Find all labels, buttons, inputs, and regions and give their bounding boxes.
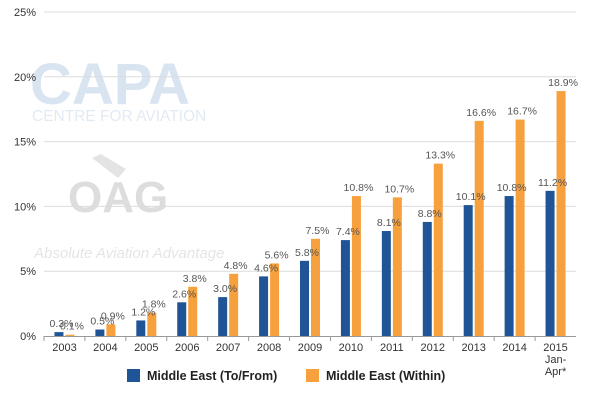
bar-to-from <box>422 221 432 336</box>
y-tick-label: 15% <box>14 137 36 149</box>
y-tick-label: 0% <box>20 331 36 343</box>
data-label-within: 0.9% <box>101 310 125 322</box>
data-label-within: 5.6% <box>265 249 289 261</box>
bar-to-from <box>177 302 187 336</box>
data-label-within: 16.7% <box>507 106 537 118</box>
data-label-to-from: 10.1% <box>456 191 486 203</box>
data-label-within: 1.8% <box>142 299 166 311</box>
bars <box>54 91 566 337</box>
oag-swoosh-icon <box>92 154 126 178</box>
bar-within <box>311 238 320 336</box>
x-tick-label: 2014 <box>502 342 526 354</box>
x-axis: 2003 2004 2005 2006 2007 2008 2009 2010 2011 2012… <box>43 336 576 378</box>
x-tick-label: 2007 <box>216 342 240 354</box>
bar-to-from <box>545 190 555 336</box>
x-tick-label: 2013 <box>461 342 485 354</box>
legend-label-within: Middle East (Within) <box>326 369 445 383</box>
bar-to-from <box>340 240 350 336</box>
legend-label-to-from: Middle East (To/From) <box>147 369 277 383</box>
data-label-to-from: 4.6% <box>254 262 278 274</box>
data-label-to-from: 0.5% <box>90 316 114 328</box>
legend-swatch-to-from <box>127 369 140 382</box>
legend-swatch-within <box>306 369 319 382</box>
data-label-within: 3.8% <box>183 273 207 285</box>
y-tick-label: 5% <box>20 266 36 278</box>
data-label-within: 10.8% <box>344 182 374 194</box>
capa-subtitle: CENTRE FOR AVIATION <box>32 108 206 125</box>
bar-within <box>65 334 75 336</box>
x-tick-label: 2009 <box>298 342 322 354</box>
data-label-to-from: 5.8% <box>295 247 319 259</box>
bar-to-from <box>259 276 269 336</box>
bar-to-from <box>300 260 309 336</box>
bar-within <box>351 196 361 336</box>
bar-to-from <box>95 329 105 336</box>
y-tick-label: 10% <box>14 201 36 213</box>
bar-within <box>229 273 239 336</box>
x-tick-label: 2004 <box>93 342 117 354</box>
bar-within <box>270 263 280 336</box>
data-label-to-from: 7.4% <box>336 226 360 238</box>
data-label-within: 18.9% <box>548 77 578 89</box>
bar-within <box>147 312 157 336</box>
bar-to-from <box>218 297 228 336</box>
data-label-within: 13.3% <box>425 150 455 162</box>
data-label-to-from: 1.2% <box>131 306 155 318</box>
data-label-within: 10.7% <box>384 183 414 195</box>
x-tick-label: 2012 <box>421 342 445 354</box>
data-label-within: 4.8% <box>224 260 248 272</box>
watermark: CAPA CENTRE FOR AVIATION OAG Absolute Av… <box>30 52 224 262</box>
data-labels: 0.3%0.1% 0.5%0.9% 1.2%1.8% 2.6% 3.8% 3.0% 4.8%… <box>49 77 577 333</box>
capa-logo: CAPA <box>30 52 190 117</box>
bar-within <box>474 120 484 336</box>
bar-to-from <box>381 231 391 336</box>
gridlines <box>44 11 576 272</box>
data-label-to-from: 2.6% <box>172 288 196 300</box>
bar-within <box>556 91 566 336</box>
data-label-to-from: 10.8% <box>497 182 527 194</box>
bar-within <box>433 163 443 336</box>
data-label-to-from: 0.3% <box>49 318 73 330</box>
data-label-to-from: 3.0% <box>213 283 237 295</box>
bar-to-from <box>54 332 64 336</box>
y-tick-label: 25% <box>14 7 36 19</box>
legend: Middle East (To/From) Middle East (Withi… <box>127 369 445 383</box>
bar-to-from <box>504 196 514 336</box>
bar-within <box>515 119 525 337</box>
bar-within <box>106 324 116 336</box>
y-axis: 0% 5% 10% 15% 20% 25% <box>14 7 36 343</box>
x-tick-label: 2011 <box>380 342 404 354</box>
data-label-within: 16.6% <box>466 107 496 119</box>
oag-tagline: Absolute Aviation Advantage <box>33 245 224 262</box>
bar-within <box>392 197 402 336</box>
oag-logo: OAG <box>68 173 168 222</box>
data-label-to-from: 11.2% <box>538 177 567 189</box>
x-tick-label: 2008 <box>257 342 281 354</box>
x-tick-label: 2005 <box>134 342 158 354</box>
data-label-to-from: 8.8% <box>418 208 442 220</box>
y-tick-label: 20% <box>14 72 36 84</box>
bar-within <box>188 286 198 336</box>
bar-to-from <box>136 320 146 336</box>
data-label-within: 0.1% <box>60 321 84 333</box>
x-tick-label: 2003 <box>52 342 76 354</box>
x-tick-label: 2006 <box>175 342 199 354</box>
x-tick-label: 2010 <box>339 342 363 354</box>
x-tick-label: 2015 Jan-Apr* <box>543 342 567 378</box>
bar-to-from <box>463 205 473 336</box>
data-label-to-from: 8.1% <box>377 217 401 229</box>
data-label-within: 7.5% <box>306 225 330 237</box>
